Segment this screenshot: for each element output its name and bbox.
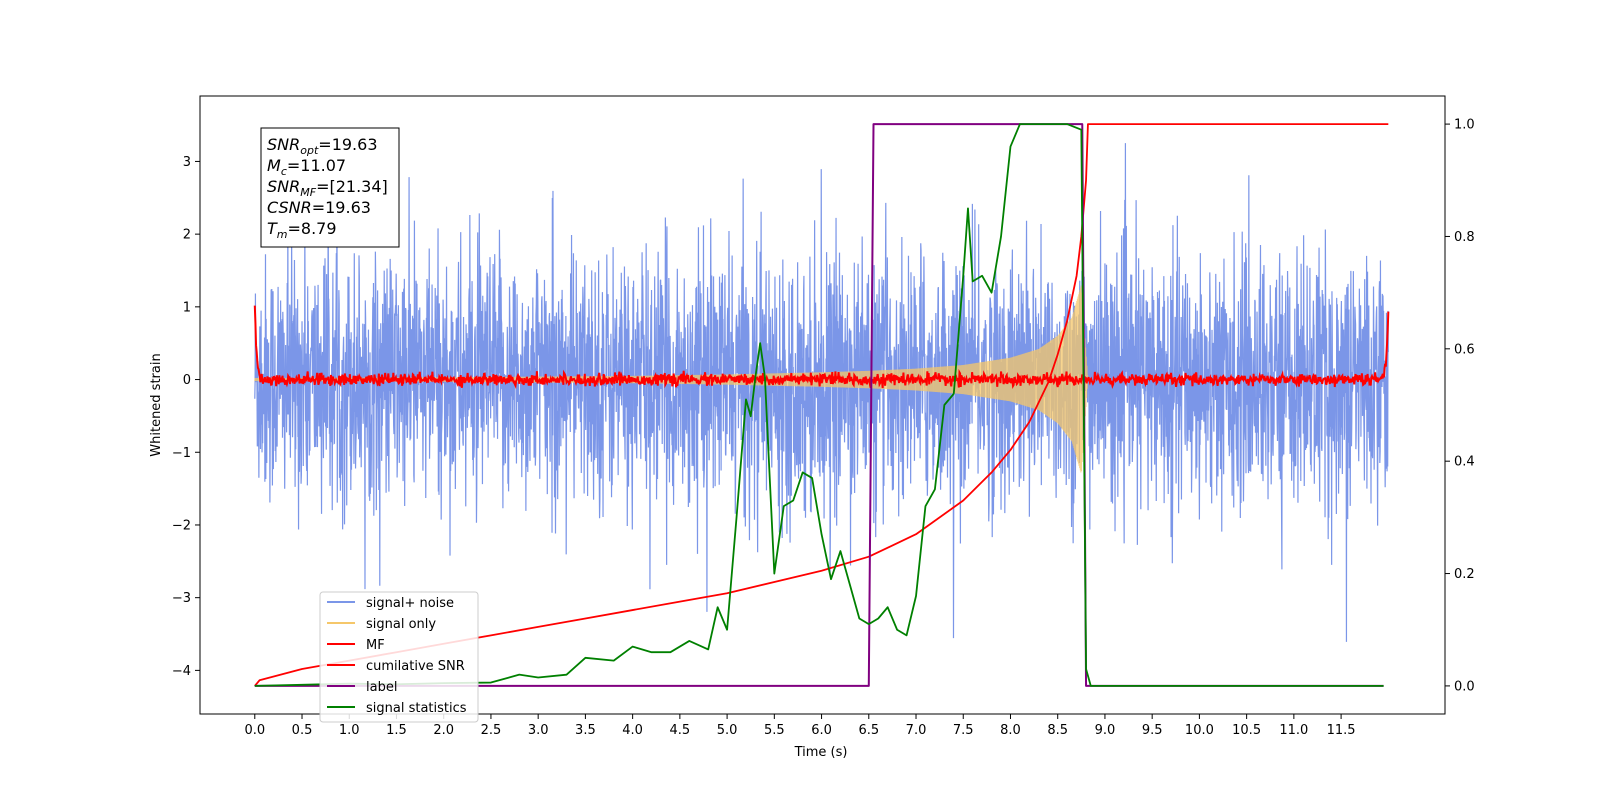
x-tick-label: 9.5 [1142, 723, 1163, 738]
x-tick-label: 11.5 [1327, 723, 1356, 738]
x-tick-label: 5.5 [764, 723, 785, 738]
y-left-tick-label: 1 [183, 300, 191, 315]
y-left-tick-label: 2 [183, 228, 191, 243]
x-tick-label: 1.5 [386, 723, 407, 738]
x-tick-label: 9.0 [1095, 723, 1116, 738]
annotation-box: SNRopt=19.63Mc=11.07SNRMF=[21.34]CSNR=19… [260, 127, 400, 248]
x-axis-label: Time (s) [794, 745, 848, 760]
y-left-tick-label: 0 [183, 373, 191, 388]
legend: signal+ noise signal only MF cumilative SNR… [319, 591, 479, 723]
y-axis-left: −4 −3 −2 −1 0 1 2 3 [172, 155, 200, 679]
x-tick-label: 7.5 [953, 723, 974, 738]
y-axis-label: Whitened strain [149, 353, 164, 456]
y-right-tick-label: 0.8 [1454, 230, 1475, 245]
x-tick-label: 6.0 [811, 723, 832, 738]
x-tick-label: 0.0 [244, 723, 265, 738]
x-tick-label: 7.0 [906, 723, 927, 738]
legend-label: signal only [366, 617, 436, 632]
signal-statistics-series [254, 123, 1384, 687]
x-tick-label: 3.0 [528, 723, 549, 738]
annotation-line: SNRMF=[21.34] [267, 177, 388, 199]
annotation-line: SNRopt=19.63 [267, 135, 378, 157]
plot-frame [199, 95, 1446, 715]
mf-series [253, 305, 1390, 390]
x-tick-label: 10.0 [1185, 723, 1214, 738]
y-right-tick-label: 0.0 [1454, 679, 1475, 694]
x-tick-label: 4.5 [670, 723, 691, 738]
y-right-tick-label: 0.4 [1454, 455, 1475, 470]
annotation-line: Tm=8.79 [267, 219, 337, 241]
signal-statistics-line [254, 123, 1384, 687]
x-axis: 0.0 0.5 1.0 1.5 2.0 2.5 3.0 3.5 4.0 4.5 5.0 5.5 6.0 6… [244, 714, 1356, 738]
x-tick-label: 8.5 [1047, 723, 1068, 738]
annotation-line: CSNR=19.63 [267, 198, 371, 217]
legend-label: label [366, 680, 397, 695]
x-tick-label: 8.0 [1000, 723, 1021, 738]
y-left-tick-label: −1 [172, 446, 191, 461]
mf-line [253, 305, 1390, 390]
x-tick-label: 6.5 [858, 723, 879, 738]
x-tick-label: 3.5 [575, 723, 596, 738]
y-left-tick-label: −3 [172, 591, 191, 606]
annotation-line: Mc=11.07 [267, 156, 346, 178]
x-tick-label: 1.0 [339, 723, 360, 738]
y-right-tick-label: 0.2 [1454, 567, 1475, 582]
x-tick-label: 4.0 [622, 723, 643, 738]
legend-label: cumilative SNR [366, 659, 465, 674]
y-left-tick-label: 3 [183, 155, 191, 170]
x-tick-label: 5.0 [717, 723, 738, 738]
x-tick-label: 2.5 [481, 723, 502, 738]
y-right-tick-label: 0.6 [1454, 342, 1475, 357]
x-tick-label: 10.5 [1232, 723, 1261, 738]
y-right-tick-label: 1.0 [1454, 118, 1475, 133]
x-tick-label: 11.0 [1279, 723, 1308, 738]
y-left-tick-label: −4 [172, 664, 191, 679]
y-axis-right: 0.0 0.2 0.4 0.6 0.8 1.0 [1445, 118, 1475, 694]
legend-label: signal+ noise [366, 596, 454, 611]
y-left-tick-label: −2 [172, 518, 191, 533]
legend-label: MF [366, 638, 385, 653]
legend-label: signal statistics [366, 701, 467, 716]
x-tick-label: 0.5 [292, 723, 313, 738]
x-tick-label: 2.0 [433, 723, 454, 738]
